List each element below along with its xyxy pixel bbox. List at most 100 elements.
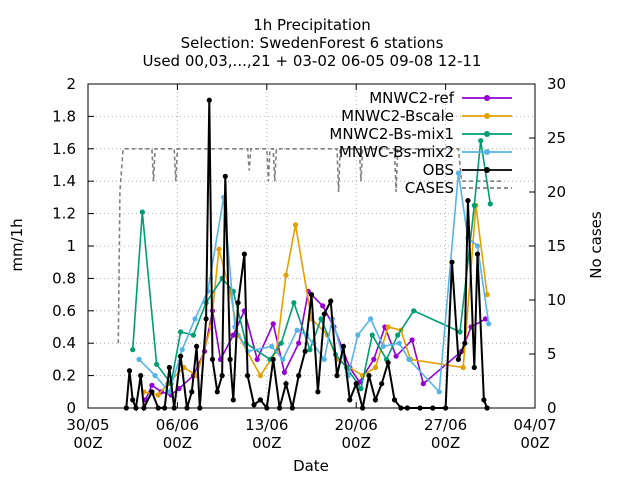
data-point (130, 347, 136, 353)
y-tick-label: 0 (66, 399, 76, 417)
y2-tick-label: 25 (547, 129, 566, 147)
data-point (478, 138, 484, 144)
data-point (474, 243, 481, 249)
data-point (245, 373, 251, 379)
y-tick-label: 0.2 (52, 367, 76, 385)
y-tick-label: 0.8 (52, 269, 76, 287)
data-point (471, 202, 477, 209)
legend-label: MNWC2-Bscale (341, 107, 454, 125)
legend-label: MNWC2-ref (369, 89, 454, 107)
data-point (347, 397, 353, 403)
data-point (189, 389, 195, 395)
data-point (292, 222, 299, 228)
data-point (436, 389, 442, 395)
data-point (340, 343, 346, 349)
data-point (257, 397, 263, 403)
data-point (318, 316, 324, 322)
y-tick-label: 1 (66, 237, 76, 255)
data-point (227, 356, 233, 362)
data-point (214, 389, 220, 395)
data-point (487, 201, 493, 207)
y2-tick-label: 30 (547, 75, 566, 93)
data-point (296, 373, 302, 379)
data-point (278, 340, 284, 346)
data-point (366, 373, 372, 379)
legend-swatch-marker (484, 131, 490, 137)
data-point (126, 368, 133, 374)
data-point (372, 397, 378, 403)
data-point (379, 381, 385, 387)
x-tick-label-sub: 00Z (252, 434, 281, 452)
x-tick-label: 30/05 (66, 416, 109, 434)
data-point (270, 356, 276, 362)
y2-tick-label: 0 (547, 399, 557, 417)
data-point (222, 173, 228, 179)
data-point (369, 332, 375, 338)
series-mnwc-bs-mix2 (136, 170, 492, 395)
data-point (481, 397, 487, 403)
data-point (455, 170, 461, 176)
data-point (179, 347, 185, 353)
y-tick-label: 2 (66, 75, 76, 93)
data-point (321, 311, 327, 317)
y-tick-label: 1.4 (52, 172, 76, 190)
y-tick-label: 1.8 (52, 107, 76, 125)
data-point (254, 356, 260, 362)
x-tick-label-sub: 00Z (520, 434, 549, 452)
data-point (230, 332, 236, 338)
data-point (308, 292, 315, 298)
y-tick-label: 0.4 (52, 334, 76, 352)
y-tick-label: 1.6 (52, 140, 76, 158)
legend-label: OBS (423, 161, 454, 179)
data-point (270, 321, 276, 327)
data-point (368, 316, 374, 322)
data-point (482, 316, 489, 322)
data-point (219, 373, 225, 379)
data-point (486, 321, 492, 327)
data-point (294, 327, 300, 333)
y-axis-label: mm/1h (8, 218, 26, 271)
data-point (385, 360, 391, 366)
data-point (320, 303, 326, 309)
data-point (393, 353, 399, 359)
data-point (484, 292, 490, 298)
data-point (462, 340, 468, 346)
data-point (209, 356, 216, 362)
data-point (149, 389, 155, 395)
data-point (152, 373, 158, 379)
data-point (460, 364, 466, 371)
title-line-2: Selection: SwedenForest 6 stations (181, 34, 444, 52)
data-point (251, 402, 257, 408)
data-point (206, 97, 212, 103)
data-point (269, 343, 275, 349)
grid (88, 84, 535, 408)
x-tick-label-sub: 00Z (73, 434, 102, 452)
x-tick-label-sub: 00Z (163, 434, 192, 452)
data-point (241, 251, 247, 257)
data-point (235, 300, 241, 306)
chart-title: 1h Precipitation Selection: SwedenForest… (143, 16, 482, 70)
data-point (358, 386, 364, 392)
plot-frame (87, 83, 536, 409)
x-tick-label-sub: 00Z (431, 434, 460, 452)
data-point (230, 397, 236, 403)
data-point (139, 209, 145, 215)
y2-tick-label: 10 (547, 291, 566, 309)
legend-swatch-marker (484, 167, 490, 173)
cases-line (117, 148, 504, 344)
y2-tick-label: 15 (547, 237, 566, 255)
legend: MNWC2-refMNWC2-BscaleMNWC2-Bs-mix1MNWC-B… (329, 89, 512, 197)
data-point (192, 316, 198, 322)
x-tick-label-sub: 00Z (342, 434, 371, 452)
x-tick-label: 20/06 (335, 416, 378, 434)
legend-label: CASES (405, 179, 454, 197)
data-point (166, 364, 172, 371)
data-point (130, 397, 136, 403)
x-tick-label: 06/06 (156, 416, 199, 434)
data-point (334, 373, 340, 379)
data-point (406, 356, 412, 362)
data-point (190, 332, 196, 338)
data-point (178, 353, 184, 359)
data-point (353, 381, 359, 387)
